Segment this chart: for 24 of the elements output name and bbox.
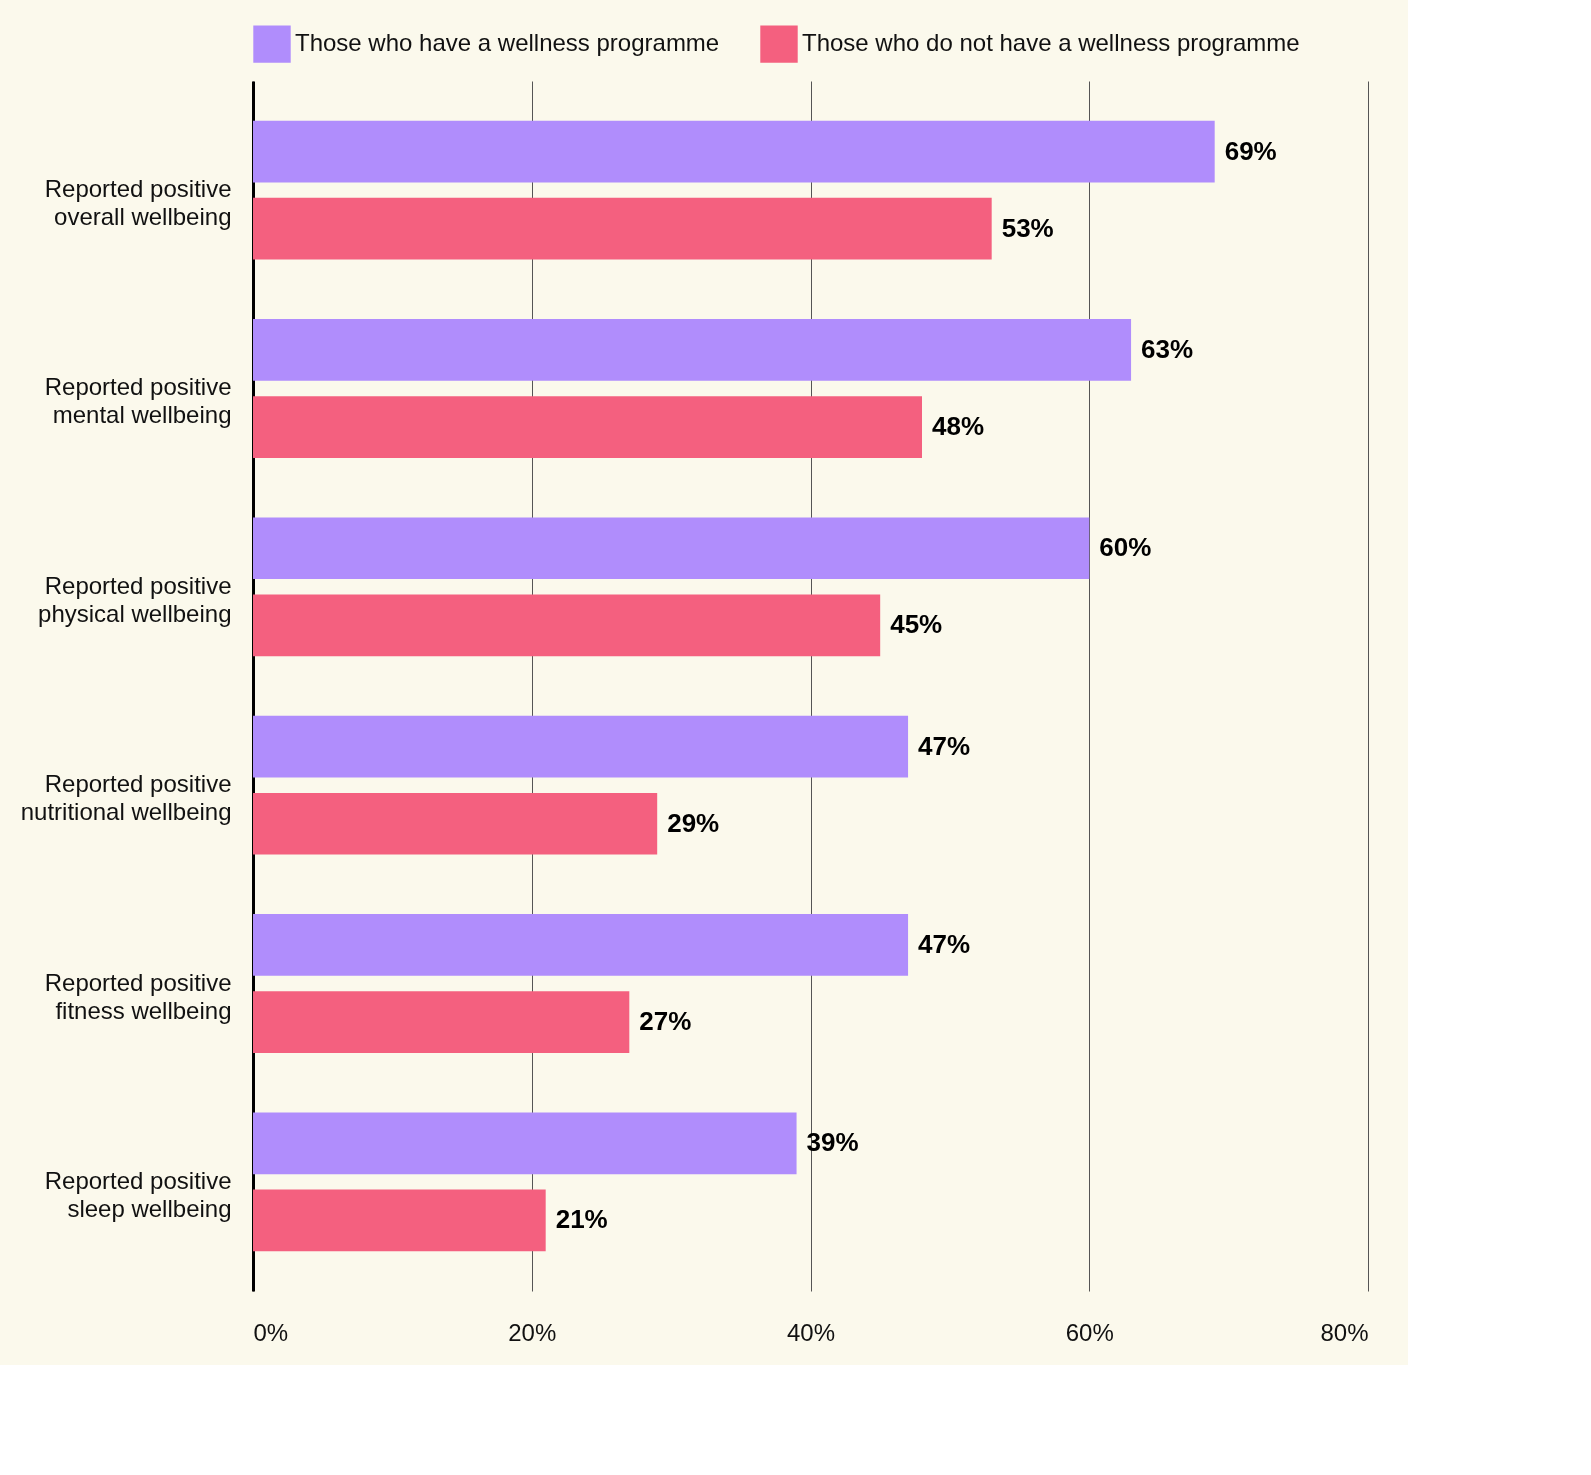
data-label: 29% xyxy=(667,807,720,838)
y-tick-label: Reported positive fitness wellbeing xyxy=(44,968,232,1024)
data-label: 27% xyxy=(639,1006,692,1037)
data-label: 47% xyxy=(918,730,971,761)
data-label: 48% xyxy=(932,411,985,442)
data-label: 21% xyxy=(555,1204,608,1235)
y-tick-label: Reported positive physical wellbeing xyxy=(38,571,232,627)
legend-label: Those who have a wellness programme xyxy=(295,29,720,57)
y-tick-label: Reported positive nutritional wellbeing xyxy=(20,770,232,826)
data-label: 47% xyxy=(918,928,971,959)
data-label: 63% xyxy=(1141,333,1194,364)
data-label: 45% xyxy=(890,609,943,640)
y-tick-label: Reported positive sleep wellbeing xyxy=(44,1166,232,1222)
x-tick-label: 40% xyxy=(786,1318,836,1346)
x-tick-label: 0% xyxy=(253,1318,289,1346)
x-tick-label: 60% xyxy=(1065,1318,1114,1346)
y-tick-label: Reported positive mental wellbeing xyxy=(44,373,232,429)
legend-label: Those who do not have a wellness programme xyxy=(802,29,1300,57)
data-label: 69% xyxy=(1224,135,1277,166)
data-label: 60% xyxy=(1099,532,1152,563)
data-label: 53% xyxy=(1001,212,1054,243)
x-tick-label: 20% xyxy=(508,1318,557,1346)
x-tick-label: 80% xyxy=(1320,1318,1369,1346)
y-tick-label: Reported positive overall wellbeing xyxy=(44,175,232,231)
